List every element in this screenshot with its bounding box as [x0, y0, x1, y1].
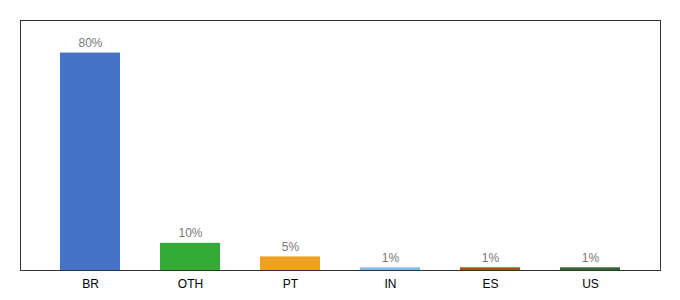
svg-text:1%: 1% — [382, 251, 400, 265]
svg-text:1%: 1% — [582, 251, 600, 265]
svg-text:ES: ES — [482, 277, 498, 291]
svg-text:IN: IN — [385, 277, 397, 291]
svg-text:PT: PT — [283, 277, 299, 291]
svg-text:US: US — [582, 277, 599, 291]
svg-text:OTH: OTH — [178, 277, 203, 291]
svg-text:BR: BR — [82, 277, 99, 291]
svg-text:80%: 80% — [78, 36, 102, 50]
svg-text:5%: 5% — [282, 240, 300, 254]
svg-text:1%: 1% — [482, 251, 500, 265]
svg-text:10%: 10% — [178, 226, 202, 240]
